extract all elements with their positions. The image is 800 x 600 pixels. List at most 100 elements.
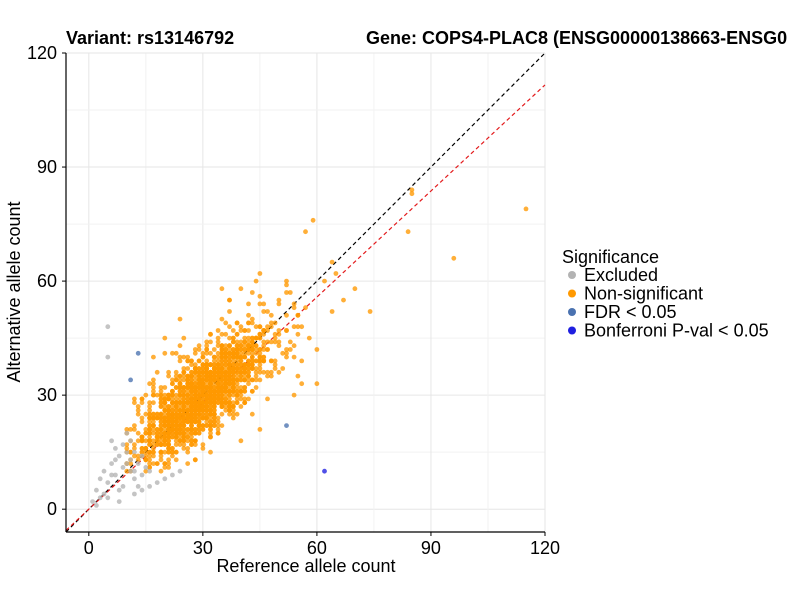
point-non-significant <box>147 465 153 470</box>
point-non-significant <box>196 396 202 402</box>
point-non-significant <box>200 404 206 409</box>
point-non-significant <box>238 324 244 330</box>
point-non-significant <box>242 377 248 383</box>
legend-key <box>568 326 576 335</box>
point-non-significant <box>181 423 187 428</box>
point-non-significant <box>158 430 164 436</box>
point-non-significant <box>230 373 236 379</box>
point-non-significant <box>265 347 270 352</box>
point-non-significant <box>185 446 191 451</box>
point-non-significant <box>154 427 160 432</box>
point-non-significant <box>211 369 217 375</box>
point-excluded <box>116 453 122 459</box>
point-non-significant <box>249 350 255 356</box>
point-non-significant <box>192 385 198 390</box>
point-non-significant <box>185 400 191 406</box>
point-non-significant <box>223 354 229 360</box>
point-non-significant <box>173 427 179 432</box>
point-non-significant <box>215 385 221 390</box>
chart-title-gene: Gene: COPS4-PLAC8 (ENSG00000138663-ENSG0 <box>366 28 787 48</box>
point-non-significant <box>242 362 248 368</box>
point-excluded <box>132 491 137 497</box>
point-non-significant <box>234 400 240 406</box>
point-non-significant <box>238 373 244 379</box>
point-non-significant <box>147 442 153 447</box>
x-tick-label: 90 <box>421 538 441 558</box>
point-non-significant <box>162 461 168 466</box>
point-non-significant <box>166 419 172 425</box>
point-non-significant <box>166 465 172 470</box>
point-excluded <box>94 487 99 493</box>
point-non-significant <box>242 385 248 390</box>
point-excluded <box>132 468 137 474</box>
point-non-significant <box>132 453 137 459</box>
point-non-significant <box>143 446 149 451</box>
point-non-significant <box>177 381 183 387</box>
point-non-significant <box>253 373 259 379</box>
point-non-significant <box>162 407 168 413</box>
point-non-significant <box>246 369 251 375</box>
point-excluded <box>128 468 134 474</box>
point-non-significant <box>166 369 172 375</box>
point-non-significant <box>276 328 282 333</box>
point-excluded <box>120 442 126 447</box>
point-non-significant <box>223 366 229 371</box>
point-non-significant <box>151 419 156 425</box>
point-excluded <box>109 438 114 444</box>
point-non-significant <box>249 343 255 349</box>
point-non-significant <box>162 465 168 470</box>
point-non-significant <box>170 350 175 356</box>
point-non-significant <box>211 400 217 406</box>
point-excluded <box>135 484 141 489</box>
point-non-significant <box>223 377 229 383</box>
point-non-significant <box>265 369 270 375</box>
point-non-significant <box>211 396 217 402</box>
point-non-significant <box>253 324 259 330</box>
point-non-significant <box>219 362 225 368</box>
point-non-significant <box>132 427 137 432</box>
point-non-significant <box>192 404 198 409</box>
point-non-significant <box>185 366 191 371</box>
point-non-significant <box>268 312 274 318</box>
point-non-significant <box>208 427 213 432</box>
point-excluded <box>120 465 126 470</box>
point-excluded <box>113 446 118 451</box>
point-non-significant <box>189 411 194 417</box>
point-non-significant <box>196 385 202 390</box>
point-non-significant <box>200 415 206 421</box>
point-non-significant <box>132 400 137 406</box>
point-non-significant <box>223 369 229 375</box>
point-non-significant <box>230 369 236 375</box>
point-non-significant <box>192 427 198 432</box>
point-non-significant <box>284 328 289 333</box>
point-non-significant <box>242 339 248 345</box>
point-non-significant <box>177 373 183 379</box>
point-non-significant <box>253 366 259 371</box>
point-non-significant <box>223 362 229 368</box>
point-non-significant <box>177 434 183 440</box>
point-excluded <box>170 472 175 478</box>
point-non-significant <box>181 369 187 375</box>
point-non-significant <box>230 407 236 413</box>
point-non-significant <box>189 373 194 379</box>
point-non-significant <box>170 427 175 432</box>
x-tick-label: 120 <box>530 538 560 558</box>
point-non-significant <box>139 419 145 425</box>
point-non-significant <box>192 381 198 387</box>
point-non-significant <box>230 328 236 333</box>
point-non-significant <box>200 377 206 383</box>
point-non-significant <box>238 377 244 383</box>
legend-label: Non-significant <box>584 284 703 304</box>
point-excluded <box>128 438 134 444</box>
point-non-significant <box>215 415 221 421</box>
point-non-significant <box>223 396 229 402</box>
point-non-significant <box>238 366 244 371</box>
point-excluded <box>135 461 141 466</box>
point-non-significant <box>192 457 198 463</box>
point-non-significant <box>139 438 145 444</box>
point-non-significant <box>200 446 206 451</box>
point-non-significant <box>162 335 168 341</box>
point-non-significant <box>200 385 206 390</box>
point-non-significant <box>170 377 175 383</box>
point-excluded <box>147 468 153 474</box>
